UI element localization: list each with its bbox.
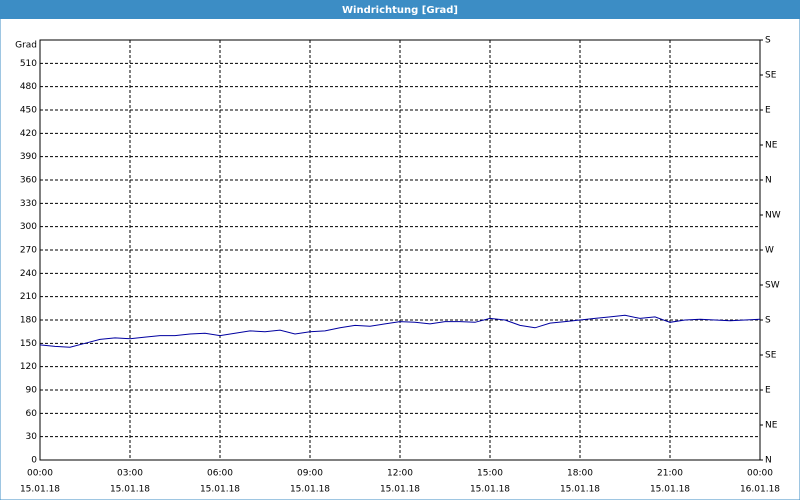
x-tick-date: 15.01.18 — [200, 485, 240, 495]
y-tick-label: 510 — [20, 59, 37, 69]
x-tick-label: 00:00 — [27, 469, 53, 479]
x-tick-date: 15.01.18 — [20, 485, 60, 495]
y-tick-label: 480 — [20, 82, 37, 92]
y2-tick-label: W — [765, 246, 774, 256]
x-tick-label: 03:00 — [117, 469, 143, 479]
plot-frame — [39, 39, 761, 461]
y-tick-label: 270 — [20, 246, 37, 256]
y-tick-label: 210 — [20, 292, 37, 302]
y2-tick-label: NW — [765, 211, 781, 221]
title-bar — [0, 0, 800, 19]
x-tick-date: 15.01.18 — [290, 485, 330, 495]
y2-tick-label: E — [765, 386, 771, 396]
y-tick-label: 150 — [20, 339, 37, 349]
y-tick-label: 360 — [20, 176, 37, 186]
x-tick-date: 15.01.18 — [560, 485, 600, 495]
x-tick-date: 15.01.18 — [650, 485, 690, 495]
y-tick-label: 300 — [20, 222, 37, 232]
x-tick-date: 16.01.18 — [740, 485, 780, 495]
x-tick-label: 15:00 — [477, 469, 503, 479]
x-tick-date: 15.01.18 — [470, 485, 510, 495]
y2-tick-label: E — [765, 106, 771, 116]
y-tick-label: 180 — [20, 316, 37, 326]
y2-tick-label: SE — [765, 351, 777, 361]
y2-tick-label: SE — [765, 71, 777, 81]
x-tick-date: 15.01.18 — [380, 485, 420, 495]
x-tick-date: 15.01.18 — [110, 485, 150, 495]
x-tick-label: 12:00 — [387, 469, 413, 479]
y-tick-label: 120 — [20, 362, 37, 372]
y-tick-label: 240 — [20, 269, 37, 279]
y2-tick-label: NE — [765, 421, 778, 431]
data-line — [39, 314, 761, 348]
y-tick-label: 90 — [26, 386, 38, 396]
x-tick-label: 21:00 — [657, 469, 683, 479]
y2-tick-label: S — [765, 316, 771, 326]
y2-tick-label: NE — [765, 141, 778, 151]
y-tick-label: 420 — [20, 129, 37, 139]
chart-title: Windrichtung [Grad] — [342, 5, 458, 16]
x-tick-label: 09:00 — [297, 469, 323, 479]
y-tick-label: 30 — [26, 432, 38, 442]
x-tick-label: 00:00 — [747, 469, 773, 479]
y-tick-label: 330 — [20, 199, 37, 209]
y-axis-label: Grad — [15, 41, 37, 51]
y2-tick-label: N — [765, 456, 772, 466]
y-tick-label: 390 — [20, 152, 37, 162]
x-tick-label: 18:00 — [567, 469, 593, 479]
y-tick-label: 450 — [20, 106, 37, 116]
y2-tick-label: SW — [765, 281, 780, 291]
y-tick-label: 60 — [26, 409, 38, 419]
x-tick-label: 06:00 — [207, 469, 233, 479]
y2-tick-label: N — [765, 176, 772, 186]
y-tick-label: 0 — [31, 456, 37, 466]
y2-tick-label: S — [765, 36, 771, 46]
